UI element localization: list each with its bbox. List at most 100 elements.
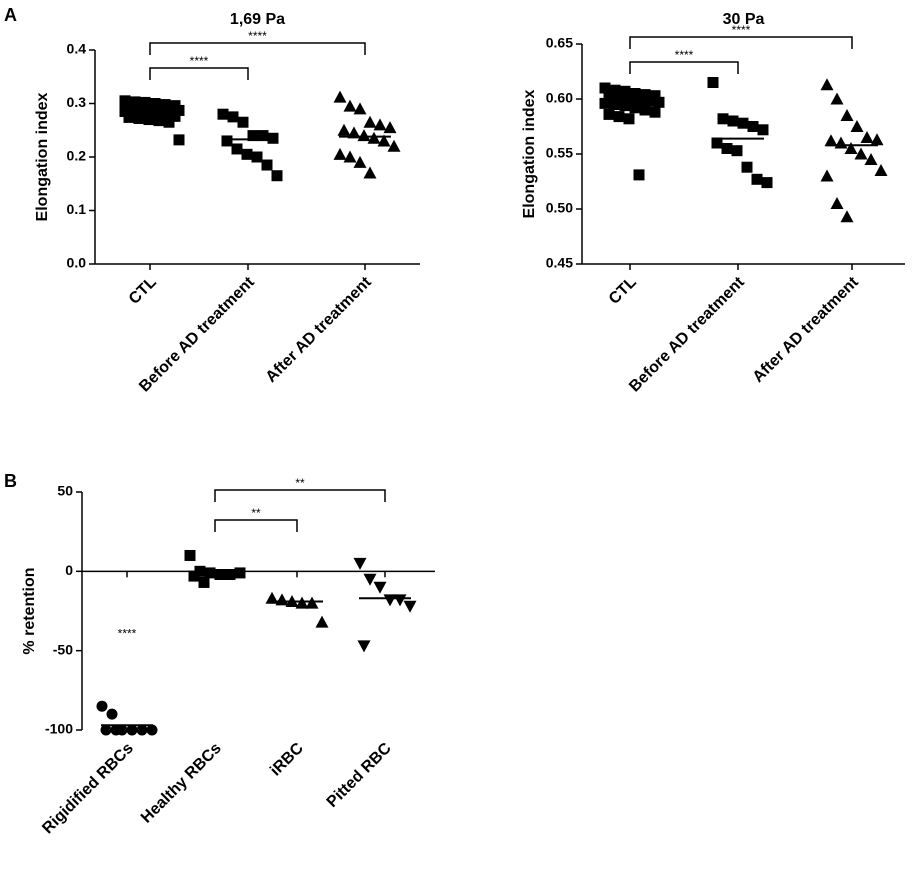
data-point: [609, 84, 621, 96]
data-point: [383, 121, 397, 134]
data-point: [163, 116, 175, 128]
data-point: [830, 92, 844, 105]
data-point: [194, 565, 206, 577]
data-point: [224, 569, 236, 581]
data-point: [737, 117, 749, 129]
data-point: [623, 113, 635, 125]
data-point: [305, 596, 319, 609]
significance-bracket: [149, 67, 249, 80]
data-point: [367, 131, 381, 144]
data-point: [241, 148, 253, 160]
data-point: [123, 111, 135, 123]
data-point: [854, 147, 868, 160]
panel-label: A: [4, 5, 17, 25]
data-point: [227, 111, 239, 123]
data-point: [653, 96, 665, 108]
data-point: [731, 145, 743, 157]
data-point: [844, 142, 858, 154]
y-tick-label: 0.2: [67, 148, 87, 164]
data-point: [169, 110, 181, 122]
data-point: [271, 170, 283, 182]
data-point: [603, 91, 615, 103]
significance-label: ****: [248, 29, 267, 43]
data-point: [633, 169, 645, 181]
x-tick-label: CTL: [126, 274, 160, 308]
data-point: [333, 147, 347, 160]
data-point: [159, 109, 171, 121]
data-point: [198, 576, 210, 588]
significance-bracket: [629, 36, 853, 49]
data-point: [820, 78, 834, 91]
data-point: [146, 724, 158, 736]
data-point: [864, 153, 878, 165]
data-point: [629, 102, 641, 114]
chart-title: 1,69 Pa: [230, 11, 285, 28]
significance-label: ****: [732, 23, 751, 37]
data-point: [824, 134, 838, 147]
data-point: [106, 708, 118, 720]
data-point: [343, 150, 357, 163]
data-point: [603, 108, 615, 120]
data-point: [257, 130, 269, 142]
y-tick-label: -100: [45, 721, 73, 737]
x-tick-label: iRBC: [267, 739, 307, 779]
data-point: [751, 173, 763, 185]
data-point: [139, 107, 151, 119]
data-point: [613, 92, 625, 104]
data-point: [214, 569, 226, 581]
significance-label: ****: [675, 48, 694, 62]
data-point: [363, 115, 377, 128]
data-point: [840, 109, 854, 121]
data-point: [840, 210, 854, 223]
data-point: [393, 594, 407, 607]
x-tick-label: Before AD treatment: [136, 273, 258, 395]
y-tick-label: -50: [53, 641, 73, 657]
data-point: [761, 177, 773, 189]
data-point: [133, 112, 145, 124]
data-point: [237, 116, 249, 128]
data-point: [629, 88, 641, 99]
y-tick-label: 0.55: [546, 145, 573, 161]
x-tick-label: Before AD treatment: [626, 273, 748, 395]
data-point: [820, 169, 834, 182]
significance-label: ****: [190, 54, 209, 68]
data-point: [363, 573, 377, 586]
y-tick-label: 0.4: [67, 41, 87, 57]
data-point: [247, 130, 259, 142]
data-point: [184, 549, 196, 561]
data-point: [757, 124, 769, 136]
data-point: [153, 115, 165, 127]
data-point: [834, 136, 848, 149]
data-point: [251, 151, 263, 163]
data-point: [639, 104, 651, 116]
significance-bracket: [214, 519, 298, 532]
data-point: [217, 108, 229, 120]
data-point: [850, 120, 864, 132]
x-tick-label: Healthy RBCs: [138, 740, 225, 827]
data-point: [387, 139, 401, 152]
data-point: [874, 164, 888, 176]
data-point: [173, 134, 185, 146]
panel-label: B: [4, 471, 17, 491]
data-point: [860, 131, 874, 143]
data-point: [357, 640, 371, 653]
data-point: [333, 90, 347, 103]
data-point: [870, 133, 884, 146]
x-tick-label: CTL: [606, 274, 640, 308]
data-point: [721, 143, 733, 154]
data-point: [403, 600, 417, 613]
y-axis-label: Elongation index: [521, 89, 538, 218]
chart-title: 30 Pa: [723, 11, 765, 28]
data-point: [623, 93, 635, 105]
data-point: [96, 700, 108, 712]
data-point: [221, 135, 233, 147]
y-axis-label: % retention: [21, 567, 38, 654]
data-point: [613, 111, 625, 123]
data-point: [599, 82, 611, 94]
x-tick-label: After AD treatment: [750, 273, 863, 386]
data-point: [639, 89, 651, 101]
y-tick-label: 0.0: [67, 255, 87, 271]
data-point: [619, 100, 631, 112]
y-tick-label: 0.3: [67, 94, 87, 110]
